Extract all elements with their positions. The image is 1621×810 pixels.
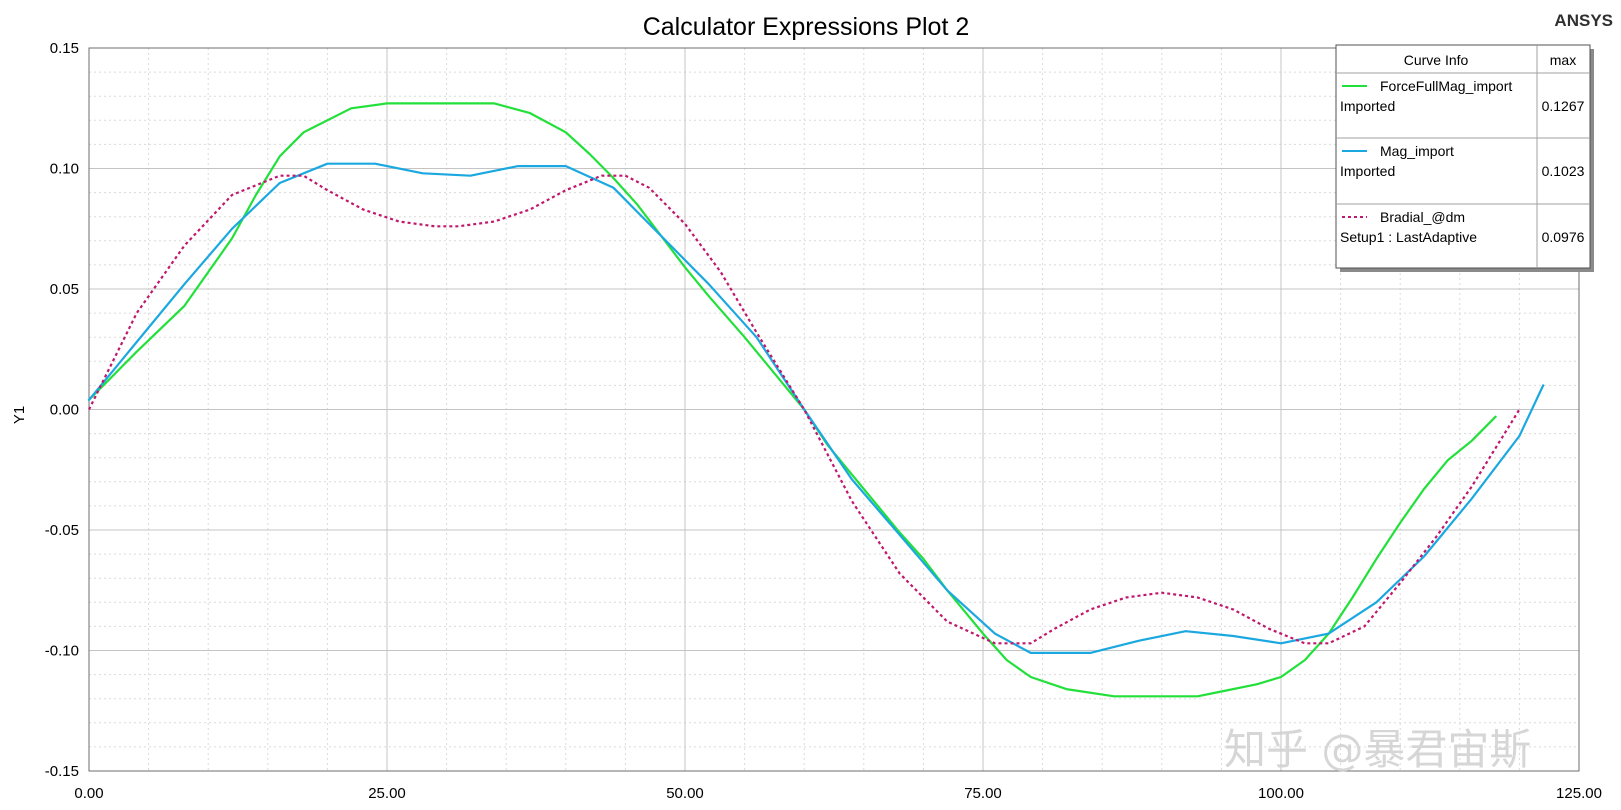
brand-label: ANSYS bbox=[1554, 11, 1613, 30]
y-axis-label: Y1 bbox=[11, 406, 28, 424]
legend-box bbox=[1335, 44, 1591, 269]
x-tick-label: 125.00 bbox=[1556, 785, 1602, 802]
legend-series-name: Bradial_@dm bbox=[1380, 209, 1465, 225]
series-layer bbox=[87, 102, 1545, 698]
x-tick-label: 100.00 bbox=[1258, 785, 1304, 802]
y-tick-label: 0.10 bbox=[50, 161, 79, 178]
legend-series-source: Imported bbox=[1340, 163, 1395, 179]
series-line-2 bbox=[87, 162, 1545, 655]
legend-header-name: Curve Info bbox=[1404, 52, 1469, 68]
series-line-1 bbox=[87, 102, 1497, 698]
legend-series-source: Imported bbox=[1340, 98, 1395, 114]
major-grid bbox=[89, 48, 1579, 771]
series-line-3 bbox=[88, 174, 1521, 645]
y-tick-labels: 0.15 0.10 0.05 0.00 -0.05 -0.10 -0.15 bbox=[45, 40, 79, 780]
watermark: 知乎 @暴君宙斯 bbox=[1224, 725, 1531, 774]
legend-rows: ForceFullMag_import Imported 0.1267 Mag_imp… bbox=[1340, 78, 1585, 245]
y-tick-label: -0.05 bbox=[45, 522, 79, 539]
legend-series-max: 0.0976 bbox=[1542, 229, 1585, 245]
y-tick-label: -0.10 bbox=[45, 643, 79, 660]
x-tick-label: 75.00 bbox=[964, 785, 1002, 802]
x-tick-label: 0.00 bbox=[74, 785, 103, 802]
legend-series-max: 0.1267 bbox=[1542, 98, 1585, 114]
chart-title: Calculator Expressions Plot 2 bbox=[643, 13, 970, 41]
x-tick-label: 25.00 bbox=[368, 785, 406, 802]
legend-series-source: Setup1 : LastAdaptive bbox=[1340, 229, 1477, 245]
legend: Curve Info max ForceFullMag_import Import… bbox=[1335, 44, 1594, 272]
x-tick-labels: 0.00 25.00 50.00 75.00 100.00 125.00 bbox=[74, 785, 1602, 802]
legend-series-name: Mag_import bbox=[1380, 143, 1454, 159]
y-tick-label: 0.15 bbox=[50, 40, 79, 57]
legend-series-max: 0.1023 bbox=[1542, 163, 1585, 179]
y-tick-label: 0.00 bbox=[50, 402, 79, 419]
y-tick-label: 0.05 bbox=[50, 281, 79, 298]
y-tick-label: -0.15 bbox=[45, 763, 79, 780]
legend-series-name: ForceFullMag_import bbox=[1380, 78, 1512, 94]
legend-header-stat: max bbox=[1550, 52, 1576, 68]
x-tick-label: 50.00 bbox=[666, 785, 704, 802]
